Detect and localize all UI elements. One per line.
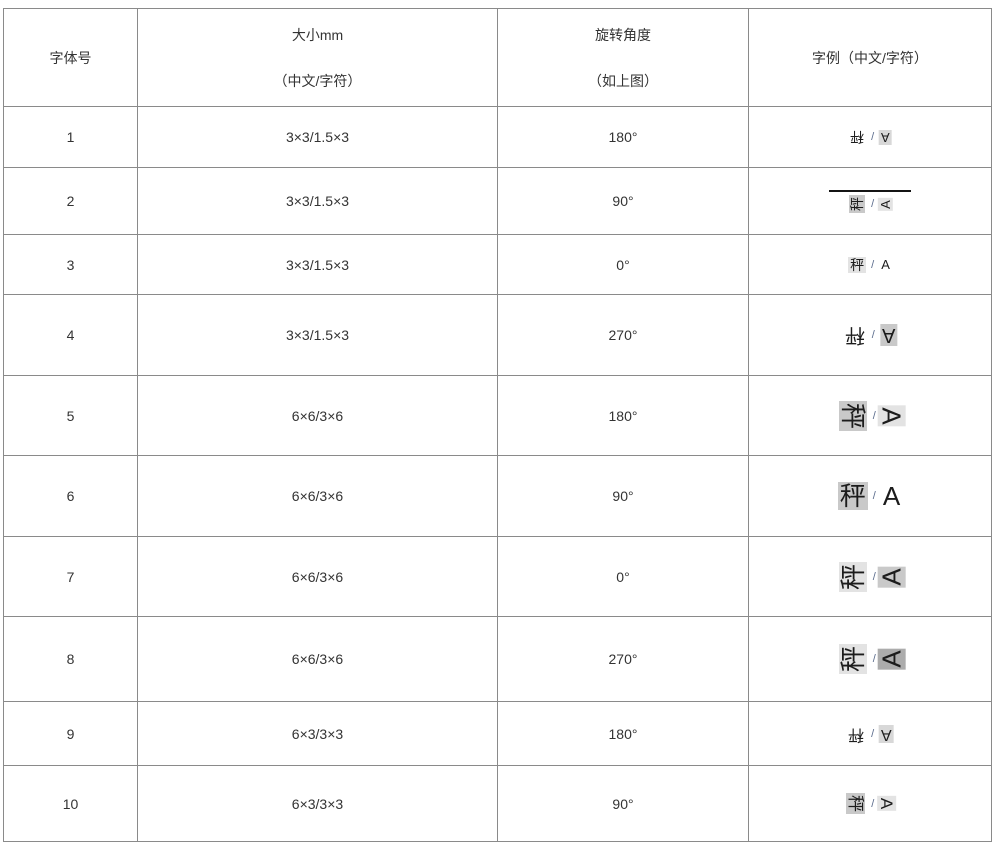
font-number-cell: 7 (3, 536, 138, 617)
font-number-cell: 10 (3, 765, 138, 842)
font-spec-table: 字体号 大小mm （中文/字符） 旋转角度 （如上图） 字例（中文/字符） 1 … (3, 8, 992, 842)
table-row: 6 6×6/3×6 90° 秤 / A (3, 455, 992, 537)
example-latin-glyph: A (877, 795, 897, 812)
example-separator: / (872, 653, 876, 665)
example-cell: 秤 / A (748, 536, 992, 617)
size-cell: 6×6/3×6 (137, 455, 498, 537)
example-chinese-glyph: 秤 (849, 195, 866, 213)
table-row: 5 6×6/3×6 180° 秤 / A (3, 375, 992, 456)
example-chinese-glyph: 秤 (844, 324, 865, 346)
table-row: 4 3×3/1.5×3 270° 秤 / A (3, 294, 992, 376)
font-number-cell: 3 (3, 234, 138, 295)
size-cell: 6×6/3×6 (137, 375, 498, 456)
example-separator: / (872, 490, 876, 502)
example-chinese-glyph: 秤 (848, 725, 865, 743)
font-number-cell: 6 (3, 455, 138, 537)
header-angle-line2: （如上图） (588, 72, 658, 89)
table-row: 10 6×3/3×3 90° 秤 / A (3, 765, 992, 842)
example-latin-glyph: A (876, 404, 907, 427)
header-font-number: 字体号 (3, 8, 138, 107)
example-cell: 秤 / A (748, 455, 992, 537)
angle-cell: 270° (497, 294, 749, 376)
header-size: 大小mm （中文/字符） (137, 8, 498, 107)
font-number-cell: 1 (3, 106, 138, 168)
example-separator: / (871, 797, 875, 810)
header-row: 字体号 大小mm （中文/字符） 旋转角度 （如上图） 字例（中文/字符） (3, 8, 992, 107)
size-cell: 3×3/1.5×3 (137, 106, 498, 168)
angle-cell: 90° (497, 167, 749, 235)
table-row: 2 3×3/1.5×3 90° 秤 / A (3, 167, 992, 235)
size-cell: 6×6/3×6 (137, 536, 498, 617)
example-chinese-glyph: 秤 (837, 561, 868, 592)
example-latin-glyph: A (881, 257, 890, 272)
example-latin-glyph: A (876, 565, 907, 588)
example-chinese-glyph: 秤 (837, 643, 868, 675)
table-row: 1 3×3/1.5×3 180° 秤 / A (3, 106, 992, 168)
example-cell: 秤 / A (748, 167, 992, 235)
angle-cell: 90° (497, 455, 749, 537)
size-cell: 6×3/3×3 (137, 701, 498, 766)
example-latin-glyph: A (879, 324, 898, 346)
table-row: 7 6×6/3×6 0° 秤 / A (3, 536, 992, 617)
example-latin-glyph: A (882, 481, 901, 511)
example-chinese-glyph: 秤 (837, 481, 868, 511)
font-number-cell: 5 (3, 375, 138, 456)
angle-cell: 180° (497, 701, 749, 766)
size-cell: 6×3/3×3 (137, 765, 498, 842)
example-latin-glyph: A (879, 724, 894, 743)
header-size-line2: （中文/字符） (273, 72, 362, 89)
example-separator: / (872, 409, 876, 422)
example-latin-glyph: A (879, 129, 892, 145)
header-example-label: 字例（中文/字符） (812, 49, 928, 66)
angle-cell: 180° (497, 375, 749, 456)
overline-mark (829, 190, 911, 192)
font-number-cell: 8 (3, 616, 138, 702)
example-cell: 秤 / A (748, 616, 992, 702)
table-row: 8 6×6/3×6 270° 秤 / A (3, 616, 992, 702)
font-number-cell: 2 (3, 167, 138, 235)
angle-cell: 0° (497, 536, 749, 617)
header-font-number-label: 字体号 (49, 49, 92, 66)
example-separator: / (871, 329, 875, 341)
size-cell: 6×6/3×6 (137, 616, 498, 702)
size-cell: 3×3/1.5×3 (137, 234, 498, 295)
table-row: 9 6×3/3×3 180° 秤 / A (3, 701, 992, 766)
example-chinese-glyph: 秤 (846, 793, 866, 814)
header-angle-line1: 旋转角度 (595, 26, 651, 43)
example-separator: / (872, 570, 876, 583)
angle-cell: 180° (497, 106, 749, 168)
example-cell: 秤 / A (748, 701, 992, 766)
example-cell: 秤 / A (748, 294, 992, 376)
example-separator: / (871, 727, 875, 740)
header-size-line1: 大小mm (291, 26, 344, 43)
example-cell: 秤 / A (748, 106, 992, 168)
example-cell: 秤 / A (748, 375, 992, 456)
example-chinese-glyph: 秤 (848, 256, 867, 273)
example-cell: 秤 / A (748, 234, 992, 295)
example-latin-glyph: A (878, 197, 894, 211)
size-cell: 3×3/1.5×3 (137, 294, 498, 376)
angle-cell: 270° (497, 616, 749, 702)
font-number-cell: 4 (3, 294, 138, 376)
example-separator: / (871, 258, 875, 271)
example-cell: 秤 / A (748, 765, 992, 842)
header-angle: 旋转角度 （如上图） (497, 8, 749, 107)
example-latin-glyph: A (876, 648, 907, 670)
font-number-cell: 9 (3, 701, 138, 766)
angle-cell: 90° (497, 765, 749, 842)
example-chinese-glyph: 秤 (850, 129, 865, 145)
example-separator: / (871, 198, 875, 210)
size-cell: 3×3/1.5×3 (137, 167, 498, 235)
header-example: 字例（中文/字符） (748, 8, 992, 107)
example-separator: / (871, 131, 875, 143)
angle-cell: 0° (497, 234, 749, 295)
example-chinese-glyph: 秤 (837, 400, 868, 431)
table-row: 3 3×3/1.5×3 0° 秤 / A (3, 234, 992, 295)
